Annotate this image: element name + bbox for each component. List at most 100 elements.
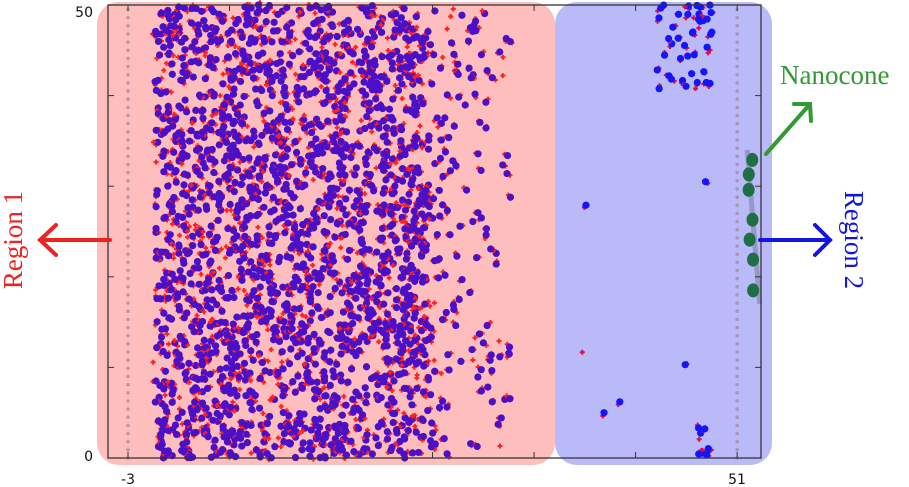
point-circle [313, 378, 321, 386]
wall-atom [126, 236, 130, 240]
wall-atom [735, 121, 739, 126]
point-circle [407, 416, 415, 424]
point-circle [284, 219, 292, 227]
wall-atom [126, 195, 130, 199]
point-circle [211, 246, 220, 255]
point-circle [238, 119, 246, 127]
point-circle [696, 17, 704, 25]
point-circle [436, 212, 444, 220]
point-circle [268, 38, 276, 46]
point-circle [246, 387, 254, 395]
point-circle [411, 336, 419, 345]
point-circle [383, 77, 391, 85]
point-circle [327, 346, 335, 354]
point-circle [216, 365, 224, 373]
point-circle [408, 274, 416, 282]
point-circle [207, 305, 215, 313]
point-circle [152, 203, 160, 211]
point-circle [341, 230, 349, 239]
point-circle [396, 245, 404, 253]
point-circle [218, 446, 227, 454]
point-circle [252, 446, 260, 454]
point-circle [185, 359, 193, 367]
point-circle [392, 355, 400, 363]
point-circle [256, 451, 264, 459]
point-circle [351, 171, 359, 179]
point-circle [424, 406, 432, 415]
point-circle [198, 361, 206, 369]
point-circle [204, 278, 212, 287]
point-circle [443, 206, 451, 215]
point-circle [212, 342, 220, 350]
point-circle [210, 443, 218, 452]
point-circle [250, 127, 258, 135]
point-circle [682, 82, 690, 90]
point-circle [246, 183, 254, 191]
wall-atom [126, 15, 130, 20]
point-circle [314, 70, 322, 78]
point-circle [227, 403, 235, 411]
wall-atom [735, 382, 739, 387]
point-circle [230, 187, 238, 196]
wall-atom [735, 72, 739, 77]
point-circle [179, 274, 187, 282]
point-circle [154, 417, 163, 425]
point-circle [190, 328, 198, 336]
point-circle [254, 294, 262, 302]
point-circle [282, 180, 290, 189]
point-circle [429, 429, 437, 437]
point-circle [201, 375, 209, 383]
wall-atom [126, 439, 130, 444]
point-circle [283, 211, 291, 219]
point-circle [292, 148, 301, 156]
point-circle [383, 138, 391, 146]
point-circle [435, 403, 444, 412]
nanocone-atom [746, 212, 759, 227]
point-circle [297, 72, 305, 81]
point-plus [248, 450, 254, 456]
point-circle [255, 404, 264, 412]
point-circle [392, 10, 400, 18]
point-circle [240, 312, 248, 320]
point-circle [158, 440, 166, 448]
point-plus [369, 129, 375, 135]
point-circle [327, 441, 335, 449]
point-circle [350, 271, 358, 280]
point-circle [468, 345, 476, 354]
point-circle [411, 309, 419, 317]
point-circle [373, 147, 381, 155]
point-circle [161, 367, 170, 375]
point-circle [252, 302, 260, 310]
point-circle [223, 53, 232, 61]
point-circle [206, 182, 214, 190]
point-circle [390, 409, 399, 418]
point-plus [260, 410, 266, 416]
point-circle [230, 293, 238, 302]
point-circle [220, 122, 228, 131]
point-circle [419, 432, 428, 441]
point-circle [441, 271, 449, 279]
point-circle [453, 252, 461, 260]
point-circle [464, 37, 473, 45]
point-circle [215, 177, 223, 185]
point-circle [660, 51, 669, 59]
point-circle [269, 336, 278, 344]
point-circle [320, 368, 328, 376]
point-circle [399, 306, 407, 314]
point-circle [312, 50, 320, 58]
wall-atom [735, 374, 739, 379]
point-circle [302, 39, 310, 47]
point-circle [477, 366, 485, 374]
point-circle [413, 384, 421, 393]
point-circle [243, 216, 251, 224]
point-circle [378, 53, 386, 61]
point-circle [307, 140, 316, 148]
point-circle [333, 360, 341, 368]
point-circle [274, 116, 283, 124]
point-circle [343, 255, 352, 263]
point-circle [282, 153, 290, 161]
point-circle [279, 283, 287, 291]
point-circle [166, 41, 174, 50]
point-circle [207, 257, 215, 265]
point-circle [243, 10, 251, 18]
